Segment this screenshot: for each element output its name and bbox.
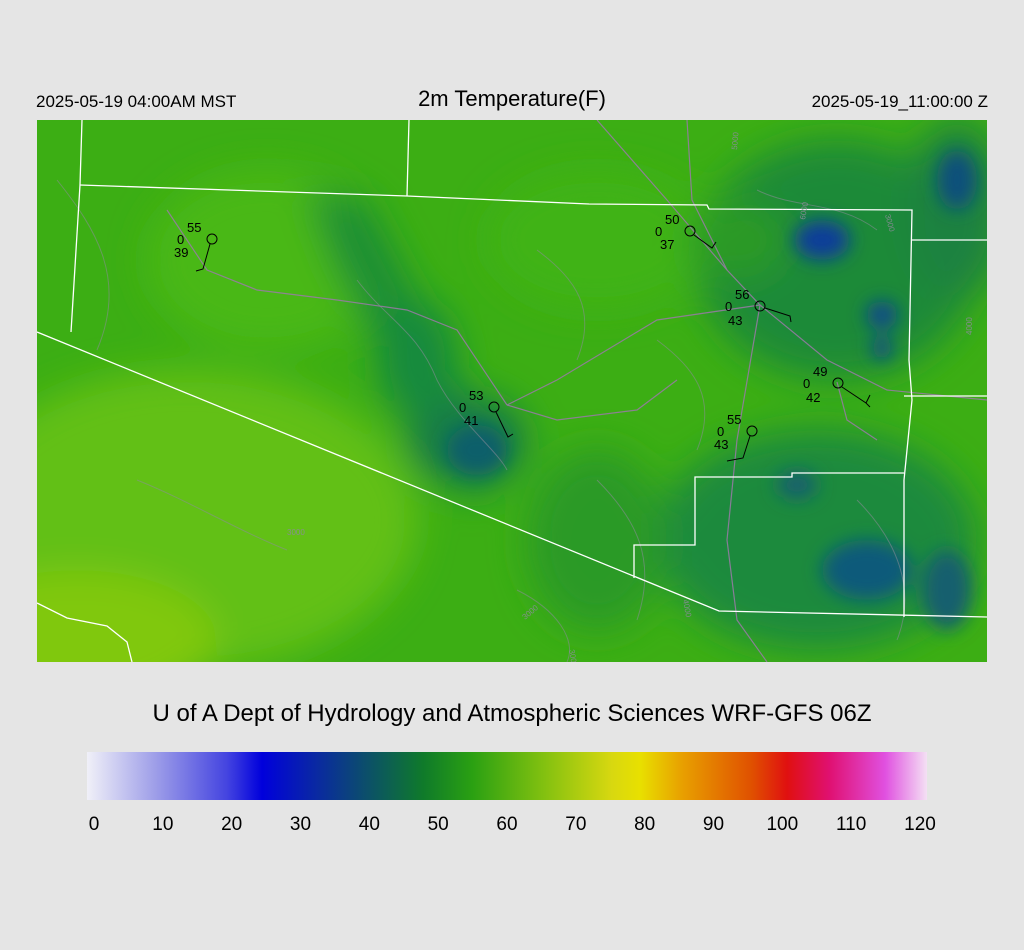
color-scale-gradient bbox=[87, 752, 927, 800]
color-scale-bar bbox=[87, 752, 927, 800]
contour-label: 3000 bbox=[567, 649, 579, 662]
station-dewpoint: 43 bbox=[728, 313, 742, 328]
color-scale-tick-label: 60 bbox=[496, 814, 518, 835]
station-dewpoint: 42 bbox=[806, 390, 820, 405]
cold-pockets bbox=[447, 150, 977, 630]
contour-label: 5000 bbox=[730, 131, 741, 150]
station-temperature: 55 bbox=[727, 412, 741, 427]
topo-contours bbox=[56, 179, 906, 662]
station-temperature: 50 bbox=[665, 212, 679, 227]
contour-label: 3000 bbox=[287, 528, 305, 537]
color-scale-tick-label: 70 bbox=[565, 814, 587, 835]
contour-labels: 3000 3000 3000 4000 5000 6000 4000 3000 bbox=[287, 131, 974, 662]
color-scale-tick-label: 40 bbox=[358, 814, 380, 835]
station-plot: 53 0 41 bbox=[459, 388, 514, 438]
county-line-central bbox=[79, 184, 913, 617]
color-scale-tick-label: 0 bbox=[88, 814, 100, 835]
station-wind: 0 bbox=[177, 232, 184, 247]
station-plot: 55 0 39 bbox=[174, 220, 218, 272]
local-time-label: 2025-05-19 04:00AM MST bbox=[36, 92, 237, 111]
station-plot: 49 0 42 bbox=[803, 364, 871, 408]
color-scale-tick-label: 10 bbox=[152, 814, 174, 835]
color-scale-tick-label: 30 bbox=[289, 814, 312, 835]
station-temperature: 55 bbox=[187, 220, 201, 235]
station-dewpoint: 39 bbox=[174, 245, 188, 260]
color-scale-tick-label: 90 bbox=[702, 814, 725, 835]
station-plot: 56 0 43 bbox=[725, 287, 792, 328]
county-line-south bbox=[633, 472, 904, 578]
station-wind: 0 bbox=[725, 299, 732, 314]
station-dewpoint: 41 bbox=[464, 413, 478, 428]
station-wind: 0 bbox=[459, 400, 466, 415]
utc-time-label: 2025-05-19_11:00:00 Z bbox=[811, 92, 988, 111]
color-scale-tick-label: 100 bbox=[766, 814, 799, 835]
color-scale-ticks: 0 10 20 30 40 50 60 70 80 90 100 110 120 bbox=[0, 814, 1024, 838]
roads bbox=[166, 120, 987, 662]
model-credit: U of A Dept of Hydrology and Atmospheric… bbox=[152, 700, 872, 727]
station-plot: 55 0 43 bbox=[714, 412, 758, 462]
station-wind: 0 bbox=[803, 376, 810, 391]
color-scale-tick-label: 80 bbox=[634, 814, 656, 835]
contour-label: 4000 bbox=[965, 317, 974, 335]
station-wind: 0 bbox=[655, 224, 662, 239]
color-scale-tick-label: 50 bbox=[427, 814, 449, 835]
station-plot: 50 0 37 bbox=[655, 212, 717, 252]
color-scale-tick-label: 20 bbox=[221, 814, 243, 835]
international-border bbox=[37, 331, 987, 618]
station-temperature: 53 bbox=[469, 388, 483, 403]
boundaries bbox=[37, 120, 987, 662]
station-plots: 55 0 39 50 0 37 56 0 43 53 bbox=[174, 212, 871, 462]
station-dewpoint: 37 bbox=[660, 237, 674, 252]
station-temperature: 49 bbox=[813, 364, 827, 379]
county-line-north bbox=[406, 120, 410, 197]
contour-label: 4000 bbox=[681, 599, 693, 619]
contour-label: 6000 bbox=[798, 201, 810, 221]
temperature-map: 3000 3000 3000 4000 5000 6000 4000 3000 … bbox=[37, 120, 987, 662]
color-scale-tick-label: 120 bbox=[904, 814, 936, 835]
station-dewpoint: 43 bbox=[714, 437, 728, 452]
map-title: 2m Temperature(F) bbox=[418, 86, 606, 111]
color-scale-tick-label: 110 bbox=[836, 814, 867, 835]
station-temperature: 56 bbox=[735, 287, 749, 302]
station-wind: 0 bbox=[717, 424, 724, 439]
gulf-coastline bbox=[37, 602, 133, 662]
